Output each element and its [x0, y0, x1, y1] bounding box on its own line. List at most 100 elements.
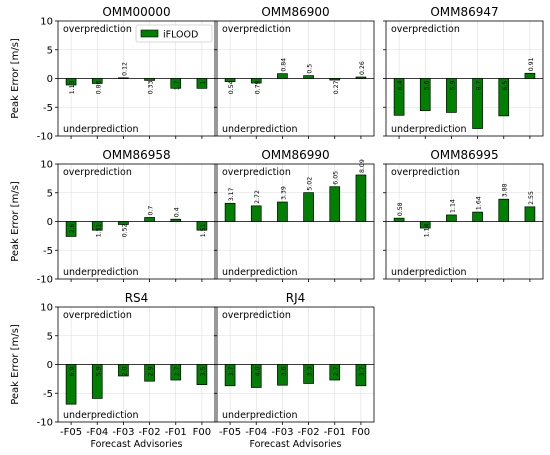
bar--F04	[250, 78, 262, 84]
x-axis-label: Forecast Advisories	[91, 439, 183, 450]
bar--F01	[329, 78, 341, 81]
underprediction-label: underprediction	[63, 410, 139, 421]
bar--F02	[472, 211, 483, 222]
bar-value-label: 0.79	[254, 80, 261, 94]
bar-F00	[355, 364, 367, 387]
bar-value-label: 3.7	[359, 366, 366, 376]
ytick-label: 0	[47, 217, 53, 228]
bar-value-label: 0.12	[121, 62, 128, 76]
overprediction-label: overprediction	[222, 167, 291, 178]
bar--F01	[498, 198, 510, 222]
xtick-label: -F02	[139, 427, 161, 438]
xtick-label: -F02	[298, 427, 320, 438]
bar-F00	[196, 78, 208, 89]
subplot-title: OMM86990	[261, 148, 329, 162]
xtick-label: -F03	[271, 427, 293, 438]
bar--F05	[65, 78, 77, 86]
subplot-omm86900: 0.54 0.79 0.84 0.5 0.27 0.26 OMM86900 overpredi…	[214, 5, 375, 139]
legend-swatch	[140, 29, 159, 38]
bar-value-label: 8.09	[359, 159, 366, 173]
bar--F02	[144, 364, 155, 382]
bar-value-label: 0.54	[228, 80, 235, 94]
ytick-label: -10	[37, 275, 53, 286]
subplot-title: RJ4	[286, 291, 306, 305]
bar-value-label: 1.7	[174, 80, 181, 90]
subplot-omm86990: 3.17 2.72 3.39 5.02 6.05 8.09 OMM86990 overpred…	[214, 148, 375, 282]
ytick-label: 10	[40, 160, 53, 171]
bar-value-label: 3.88	[502, 183, 509, 197]
bar--F03	[277, 73, 288, 79]
bar--F01	[170, 78, 182, 89]
bar-value-label: 6.9	[69, 366, 76, 376]
bar-value-label: 0.58	[397, 202, 404, 216]
bar-value-label: 5.9	[95, 366, 102, 376]
bar--F04	[250, 205, 262, 222]
ytick-label: -5	[43, 246, 53, 257]
subplot-omm86947: 6.4 5.6 5.9 8.7 6.5 0.91 OMM86947 overpredictio…	[383, 5, 544, 139]
bar-value-label: 0.91	[528, 57, 535, 71]
bar-value-label: 3.3	[307, 366, 314, 376]
subplot-title: OMM86958	[102, 148, 170, 162]
bar--F04	[91, 364, 103, 399]
bar--F02	[303, 192, 314, 222]
bar-value-label: 3.39	[280, 186, 287, 200]
y-axis-label: Peak Error [m/s]	[10, 181, 21, 262]
ytick-label: -10	[37, 132, 53, 143]
bar-value-label: 2.72	[254, 190, 261, 204]
bar-F00	[196, 221, 208, 231]
bar--F03	[277, 364, 288, 386]
bar-value-label: 0.52	[121, 223, 128, 237]
ytick-label: 5	[47, 188, 53, 199]
ytick-label: -10	[37, 418, 53, 429]
ytick-label: 10	[40, 17, 53, 28]
xtick-label: -F04	[245, 427, 267, 438]
bar-value-label: 2.7	[174, 366, 181, 376]
bar--F05	[393, 217, 405, 222]
underprediction-label: underprediction	[391, 267, 467, 278]
bar--F04	[250, 364, 262, 388]
legend: iFLOOD	[135, 24, 213, 43]
bar--F02	[472, 78, 483, 129]
xtick-label: -F03	[112, 427, 134, 438]
bar-value-label: 1.51	[95, 223, 102, 237]
legend-box	[135, 24, 213, 43]
bar-value-label: 1.14	[423, 223, 430, 237]
underprediction-label: underprediction	[63, 124, 139, 135]
bar-value-label: 5.6	[423, 80, 430, 90]
bar--F05	[224, 364, 236, 387]
legend-label: iFLOOD	[163, 30, 198, 41]
bar-F00	[355, 76, 367, 79]
xtick-label: -F01	[324, 427, 346, 438]
bar-value-label: 0.86	[95, 80, 102, 94]
bar-F00	[355, 174, 367, 222]
bar--F05	[65, 221, 77, 237]
bar-value-label: 0.84	[280, 58, 287, 72]
underprediction-label: underprediction	[391, 124, 467, 135]
overprediction-label: overprediction	[391, 167, 460, 178]
bar--F04	[91, 221, 103, 231]
bar--F05	[224, 202, 236, 222]
bar--F02	[303, 364, 314, 384]
ytick-label: 0	[47, 74, 53, 85]
y-axis-label: Peak Error [m/s]	[10, 38, 21, 119]
bar--F02	[144, 217, 155, 222]
bar-F00	[524, 72, 536, 79]
bar-value-label: 0.27	[333, 80, 340, 94]
bar-value-label: 2.9	[148, 366, 155, 376]
xtick-label: -F01	[165, 427, 187, 438]
bar-value-label: 6.5	[502, 80, 509, 90]
bar--F04	[419, 78, 431, 112]
bar--F01	[329, 186, 341, 222]
bar-value-label: 3.5	[200, 366, 207, 376]
bar--F03	[118, 364, 129, 377]
bar-value-label: 1.51	[200, 223, 207, 237]
bar-value-label: 1	[200, 80, 207, 84]
bar--F02	[303, 75, 314, 79]
bar--F03	[446, 78, 457, 113]
bar--F01	[329, 364, 341, 381]
bar--F02	[144, 78, 155, 81]
ytick-label: 5	[47, 331, 53, 342]
bar-value-label: 2.7	[333, 366, 340, 376]
bar-F00	[196, 364, 208, 385]
overprediction-label: overprediction	[63, 167, 132, 178]
